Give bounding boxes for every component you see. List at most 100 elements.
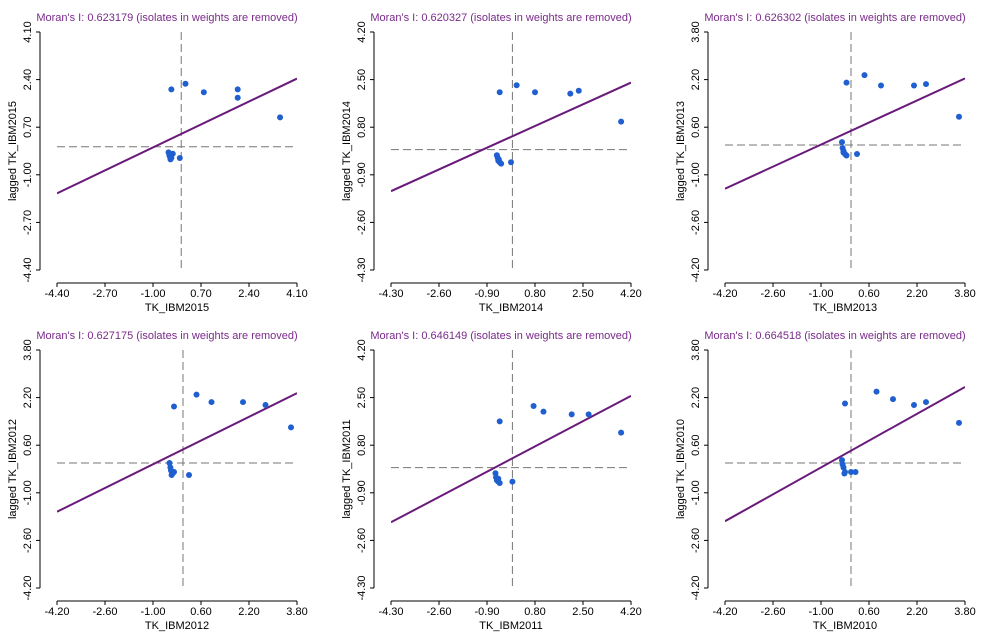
x-tick-label: 4.10 (286, 288, 307, 300)
point (262, 402, 269, 409)
point (842, 400, 848, 407)
x-tick-label: -2.60 (760, 288, 785, 300)
x-tick-label: 3.80 (954, 288, 975, 300)
y-tick-label: 0.60 (22, 434, 34, 455)
point (585, 411, 592, 418)
regression-line (57, 77, 297, 195)
y-axis-label: lagged TK_IBM2014 (341, 101, 353, 201)
point (911, 402, 917, 409)
y-tick-label: 2.50 (356, 69, 368, 90)
y-tick-label: 2.50 (356, 387, 368, 408)
point (508, 159, 514, 166)
x-tick-label: 2.50 (572, 288, 593, 300)
y-axis-label: lagged TK_IBM2013 (675, 101, 687, 201)
regression-line (391, 395, 631, 524)
x-axis-label: TK_IBM2010 (813, 620, 877, 632)
point (854, 150, 860, 157)
point (168, 86, 175, 93)
x-axis-label: TK_IBM2013 (813, 302, 877, 314)
x-tick-label: 2.20 (906, 288, 927, 300)
y-tick-label: 2.40 (22, 69, 34, 90)
y-tick-label: 0.80 (356, 434, 368, 455)
point (171, 403, 177, 410)
y-tick-label: 4.20 (356, 21, 368, 42)
point (873, 388, 880, 395)
y-tick-label: -4.30 (356, 257, 368, 282)
y-tick-label: -4.40 (22, 257, 34, 282)
y-tick-label: 0.70 (22, 116, 34, 137)
point (878, 82, 884, 89)
x-axis-label: TK_IBM2011 (479, 620, 542, 632)
scatter-panel: Moran's I: 0.664518 (isolates in weights… (675, 330, 976, 632)
point (182, 80, 189, 87)
point (208, 399, 215, 406)
y-tick-label: -2.60 (690, 210, 702, 235)
scatter-panel: Moran's I: 0.620327 (isolates in weights… (341, 12, 642, 314)
y-tick-label: -2.60 (356, 210, 368, 235)
point (568, 411, 575, 418)
y-tick-label: -1.00 (22, 162, 34, 187)
y-tick-label: 2.20 (690, 69, 702, 90)
x-tick-label: 0.60 (858, 288, 879, 300)
point (166, 460, 173, 467)
x-tick-label: -4.20 (44, 606, 69, 618)
x-tick-label: 3.80 (286, 606, 307, 618)
x-tick-label: -1.00 (808, 288, 833, 300)
x-tick-label: -4.30 (378, 606, 403, 618)
x-axis-label: TK_IBM2014 (479, 302, 543, 314)
point (839, 139, 845, 146)
x-tick-label: -2.60 (426, 606, 451, 618)
regression-line (57, 392, 297, 513)
y-tick-label: 0.60 (690, 116, 702, 137)
x-tick-label: 4.20 (620, 288, 641, 300)
point (193, 391, 200, 398)
scatter-panel: Moran's I: 0.627175 (isolates in weights… (7, 330, 308, 632)
y-tick-label: -2.60 (356, 528, 368, 553)
point (186, 471, 192, 478)
point (167, 464, 174, 471)
x-tick-label: 3.80 (954, 606, 975, 618)
x-tick-label: -0.90 (474, 288, 499, 300)
y-tick-label: 0.80 (356, 116, 368, 137)
y-tick-label: 4.20 (356, 339, 368, 360)
y-tick-label: -2.70 (22, 210, 34, 235)
point (169, 150, 176, 157)
y-tick-label: -1.00 (690, 162, 702, 187)
x-tick-label: -4.20 (712, 606, 737, 618)
regression-line (391, 81, 631, 193)
x-tick-label: -2.70 (92, 288, 117, 300)
point (171, 468, 177, 475)
point (839, 457, 845, 464)
x-tick-label: -2.60 (92, 606, 117, 618)
x-axis-label: TK_IBM2012 (145, 620, 209, 632)
x-tick-label: -2.60 (426, 288, 451, 300)
x-tick-label: -4.30 (378, 288, 403, 300)
x-tick-label: 4.20 (620, 606, 641, 618)
point (956, 419, 962, 426)
y-tick-label: -2.60 (22, 528, 34, 553)
x-tick-label: -1.00 (140, 288, 165, 300)
y-tick-label: 2.20 (22, 387, 34, 408)
y-tick-label: 4.10 (22, 21, 34, 42)
x-tick-label: 2.40 (238, 288, 259, 300)
point (575, 87, 582, 94)
x-tick-label: -4.20 (712, 288, 737, 300)
x-tick-label: -4.40 (44, 288, 69, 300)
point (496, 89, 503, 96)
point (923, 399, 929, 406)
point (530, 403, 537, 409)
x-tick-label: 0.70 (190, 288, 211, 300)
point (843, 79, 850, 86)
chart-title: Moran's I: 0.664518 (isolates in weights… (704, 330, 965, 342)
point (277, 114, 284, 121)
point (839, 145, 846, 152)
x-tick-label: 0.60 (190, 606, 211, 618)
point (956, 113, 962, 120)
y-tick-label: -4.20 (690, 257, 702, 282)
point (200, 89, 207, 96)
y-tick-label: 3.80 (690, 21, 702, 42)
point (890, 396, 896, 403)
y-tick-label: -1.00 (22, 480, 34, 505)
x-tick-label: 2.20 (238, 606, 259, 618)
chart-title: Moran's I: 0.620327 (isolates in weights… (370, 12, 631, 24)
